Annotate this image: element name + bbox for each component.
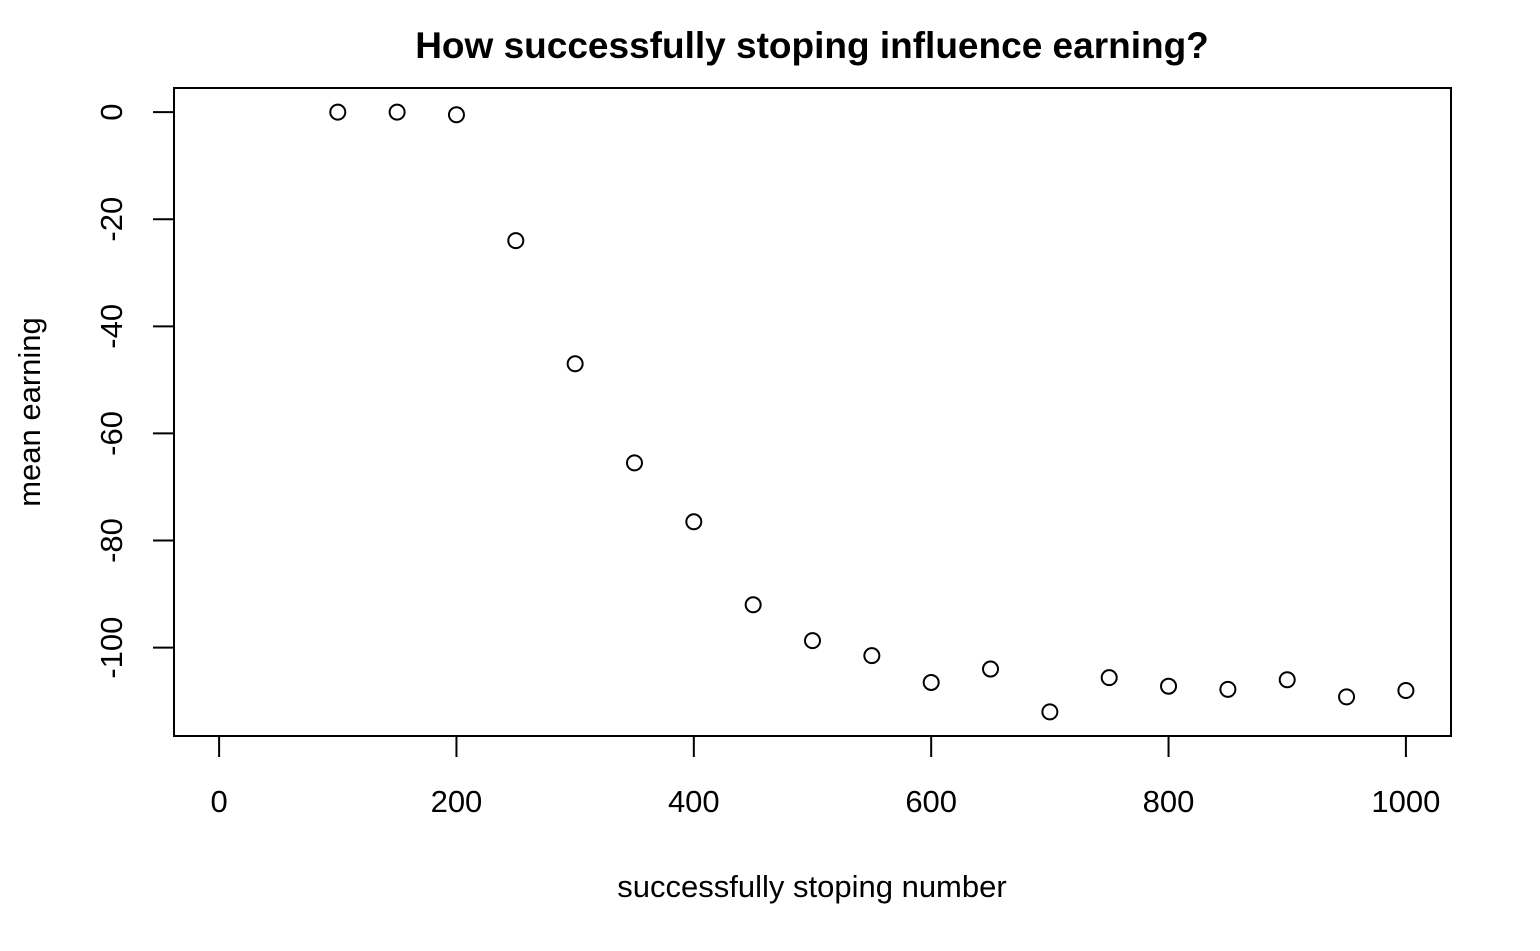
data-point: [982, 660, 1000, 678]
data-point: [329, 103, 347, 121]
x-tick-label: 600: [905, 784, 957, 819]
data-point: [685, 513, 703, 531]
x-tick-label: 800: [1143, 784, 1195, 819]
data-point: [1100, 669, 1118, 687]
data-point: [625, 454, 643, 472]
data-point: [1397, 681, 1415, 699]
data-point: [863, 647, 881, 665]
data-point: [447, 106, 465, 124]
data-point: [1219, 680, 1237, 698]
data-point: [804, 632, 821, 650]
x-tick-label: 1000: [1371, 784, 1440, 819]
y-tick-label: -40: [94, 304, 129, 349]
y-tick-label: -20: [94, 197, 129, 242]
data-point: [1338, 688, 1356, 706]
y-tick-label: -80: [94, 518, 129, 563]
chart-title: How successfully stoping influence earni…: [415, 25, 1209, 66]
y-tick-label: -100: [94, 617, 129, 679]
plot-frame: [173, 87, 1452, 737]
data-point: [744, 596, 762, 614]
x-tick-label: 400: [668, 784, 720, 819]
x-axis-label: successfully stoping number: [617, 869, 1006, 904]
data-point: [1160, 677, 1178, 695]
y-tick-label: 0: [94, 103, 129, 120]
data-point: [1278, 671, 1296, 689]
data-point: [507, 232, 525, 250]
data-points: [329, 103, 1415, 721]
data-point: [1041, 703, 1059, 721]
data-point: [566, 355, 584, 373]
y-axis-label: mean earning: [12, 317, 47, 507]
x-tick-label: 200: [431, 784, 483, 819]
x-tick-label: 0: [210, 784, 227, 819]
y-axis: 0 -20 -40 -60 -80 -100: [94, 103, 175, 679]
data-point: [922, 673, 940, 691]
x-axis: 0 200 400 600 800 1000: [210, 735, 1440, 819]
data-point: [388, 103, 406, 121]
y-tick-label: -60: [94, 411, 129, 456]
